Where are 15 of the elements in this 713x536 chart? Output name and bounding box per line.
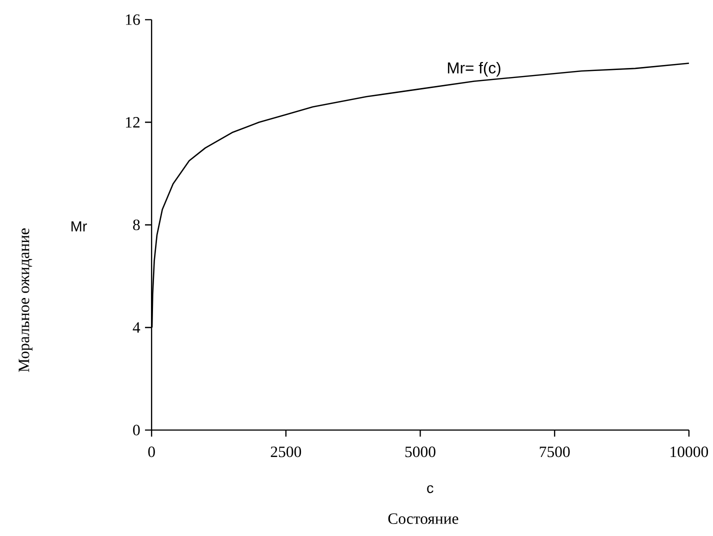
y-tick-label: 12	[126, 116, 140, 128]
x-tick-label: 2500	[270, 446, 302, 457]
text: Состояние	[388, 513, 458, 524]
y-axis-title: Mr	[72, 221, 87, 232]
x-axis-title: c	[427, 485, 434, 493]
series-label: Mr= f(c)	[448, 62, 500, 76]
x-tick-label: 0	[148, 446, 155, 457]
y-tick-label: 4	[132, 322, 140, 332]
y-tick-label: 0	[133, 424, 140, 436]
text: Моральное ожидание	[18, 228, 32, 372]
y-tick-label: 8	[133, 219, 140, 230]
y-tick-label: 16	[126, 14, 140, 25]
x-tick-label: 7500	[540, 446, 570, 457]
x-tick-label: 10000	[670, 446, 708, 457]
x-tick-label: 5000	[405, 446, 436, 457]
